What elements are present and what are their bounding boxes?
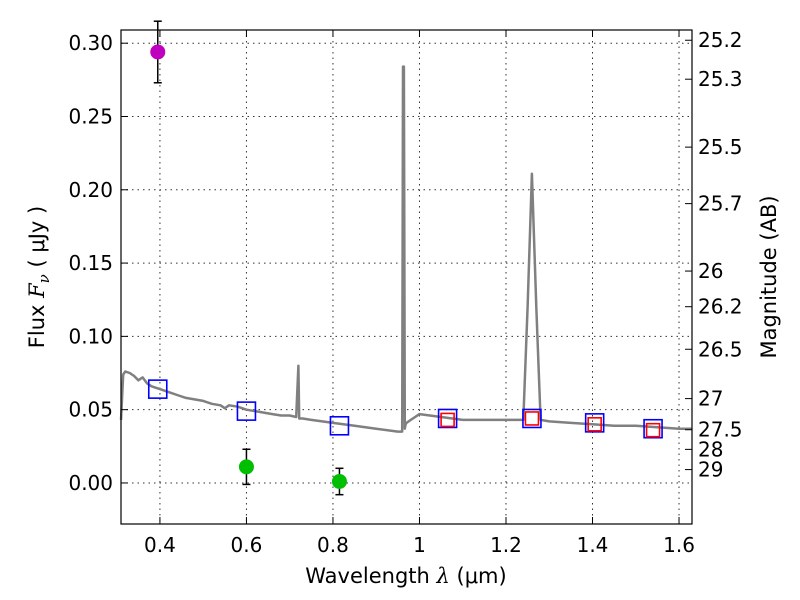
x-tick-label: 1.6 [663, 533, 695, 557]
x-tick-label: 0.4 [144, 533, 176, 557]
x-axis-label: Wavelength λ (μm) [305, 564, 506, 588]
mag-tick-label: 26.5 [698, 337, 743, 361]
data-point [238, 459, 254, 475]
spectrum-line [119, 65, 692, 433]
model-point [645, 422, 661, 438]
y-tick-label: 0.30 [68, 31, 113, 55]
y-tick-label: 0.15 [68, 251, 113, 275]
mag-tick-label: 25.3 [698, 67, 743, 91]
x-tick-label: 1.2 [490, 533, 522, 557]
y-tick-label: 0.25 [68, 104, 113, 128]
model-point [522, 408, 542, 429]
mag-tick-label: 26 [698, 259, 723, 283]
y-tick-label: 0.20 [68, 178, 113, 202]
tick-labels: 0.4 0.6 0.8 1 1.2 1.4 1.6 0.00 0.05 0.10 0.15 0.20 0… [68, 28, 742, 557]
data-point [150, 44, 166, 60]
model-spectrum [119, 65, 692, 433]
y-tick-label: 0.00 [68, 471, 113, 495]
mag-tick-label: 27 [698, 387, 723, 411]
data-point [331, 473, 347, 489]
y-axis-label-left: Flux Fν ( μJy ) [25, 206, 53, 348]
mag-tick-label: 25.5 [698, 135, 743, 159]
x-tick-label: 0.8 [317, 533, 349, 557]
model-point [236, 401, 257, 421]
mag-tick-label: 29 [698, 458, 723, 482]
x-tick-label: 1.4 [577, 533, 609, 557]
mag-tick-label: 25.7 [698, 192, 743, 216]
grid [121, 30, 692, 524]
model-point [147, 379, 168, 399]
model-point [587, 417, 602, 432]
model-point [437, 408, 458, 429]
model-point [329, 415, 350, 436]
data-markers [147, 20, 663, 496]
model-point [643, 418, 663, 439]
axis-ticks [121, 30, 692, 524]
model-point [524, 411, 540, 426]
y-tick-label: 0.05 [68, 398, 113, 422]
model-point [584, 413, 605, 433]
x-tick-label: 1 [413, 533, 426, 557]
plot-frame [120, 29, 693, 525]
mag-tick-label: 25.2 [698, 28, 743, 52]
mag-tick-label: 27.5 [698, 418, 743, 442]
model-point [440, 412, 455, 428]
y-tick-label: 0.10 [68, 324, 113, 348]
mag-tick-label: 28 [698, 437, 723, 461]
x-tick-label: 0.6 [231, 533, 263, 557]
mag-tick-label: 26.2 [698, 295, 743, 319]
y-axis-label-right: Magnitude (AB) [757, 195, 781, 358]
